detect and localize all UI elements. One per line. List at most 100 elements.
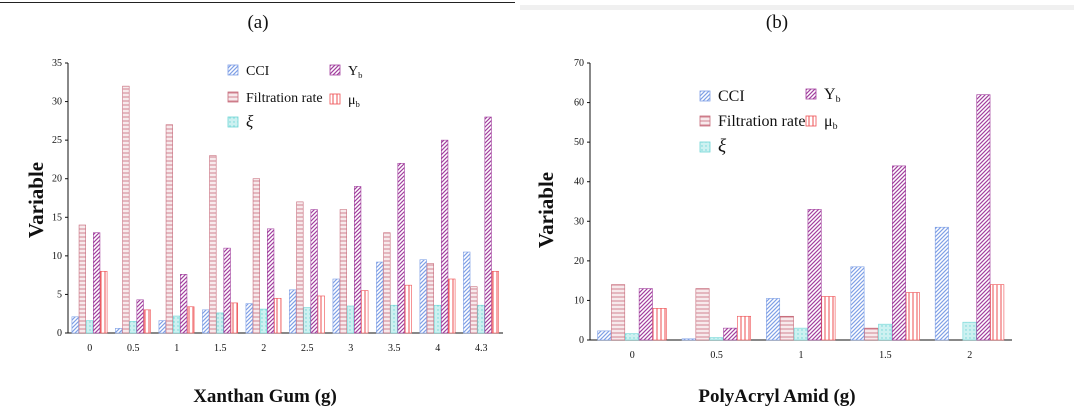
bar-mu-1.5 [230,302,238,334]
bar-yb-0 [93,232,101,334]
bar-yb-2.5 [310,209,318,334]
bar-filtration-0 [611,284,626,341]
bar-yb-1 [807,209,822,341]
bar-cci-1 [766,298,781,341]
legend-label-subscript: b [833,121,838,132]
x-tick-label: 2 [261,343,266,354]
bar-cci-1 [158,320,166,334]
bar-filtration-1 [165,124,173,334]
legend-label-cci: CCI [718,88,745,105]
y-tick-label: 10 [52,251,62,262]
x-tick-label: 2 [967,350,972,361]
legend-swatch-yb [329,64,341,76]
legend-swatch-cci [699,90,711,102]
top-rule-right [520,5,1074,10]
bar-mu-3.5 [404,284,412,334]
legend-label-mu: μb [348,93,360,109]
y-tick-label: 25 [52,135,62,146]
panel-b-plot: 0 10 20 30 40 50 60 70 0 0.5 1 1.5 2 CCI Filtration ra… [574,58,1012,361]
bar-mu-2.5 [317,295,325,334]
bar-filtration-2 [252,178,260,334]
bar-mu-0 [100,270,108,334]
bar-yb-4 [441,139,449,334]
bar-mu-2 [274,297,282,334]
bar-yb-0.5 [136,299,144,334]
bar-filtration-0.5 [122,85,130,334]
y-tick-label: 0 [57,328,62,339]
bar-yb-2 [976,94,991,341]
bar-mu-2 [990,284,1005,341]
bar-xi-3 [346,305,355,334]
legend-label-subscript: b [836,94,841,105]
legend-label-yb: Yb [824,86,841,105]
y-tick-label: 35 [52,58,62,69]
bar-mu-1.5 [905,292,920,341]
legend-swatch-cci [227,64,239,76]
y-tick-label: 30 [574,216,584,227]
bar-xi-4 [433,304,442,334]
bar-xi-0 [624,333,639,341]
legend-swatch-mu [329,93,341,105]
y-tick-label: 30 [52,97,62,108]
bar-xi-0 [85,320,94,334]
bar-cci-0 [597,330,612,341]
bar-cci-2 [934,226,949,341]
bar-yb-3.5 [397,162,405,334]
bar-xi-1.5 [878,323,893,341]
bar-cci-4.3 [463,251,471,334]
x-tick-label: 3 [348,343,353,354]
bar-filtration-4 [426,263,434,334]
legend-label-text: CCI [718,88,745,105]
y-tick-label: 60 [574,98,584,109]
x-tick-label: 1 [799,350,804,361]
bar-filtration-0 [78,224,86,334]
y-tick-label: 20 [52,174,62,185]
bar-xi-4.3 [477,304,485,334]
bar-mu-1 [187,306,195,334]
bar-mu-4 [448,278,456,334]
legend-label-xi: ξ [246,112,254,131]
bar-mu-0 [652,308,667,341]
x-tick-label: 0 [87,343,92,354]
bar-filtration-3 [339,209,347,334]
bar-yb-3 [354,186,362,334]
bar-filtration-1.5 [864,327,879,341]
bar-cci-2.5 [289,289,297,334]
bar-filtration-1.5 [209,155,217,334]
bar-filtration-1 [779,315,794,341]
bar-xi-1 [793,327,808,341]
x-tick-label: 1.5 [214,343,227,354]
bar-cci-1.5 [850,266,865,341]
legend-label-text: Filtration rate [718,113,806,130]
legend-label-filtration: Filtration rate [718,113,806,130]
legend-swatch-filtration [227,91,239,103]
bar-xi-1.5 [216,312,224,334]
panel-a-label: (a) [247,12,268,33]
bar-mu-1 [821,296,836,341]
bar-cci-0.5 [681,338,696,341]
legend-swatch-xi [227,116,239,128]
legend-label-text: Y [348,64,358,79]
y-tick-label: 20 [574,256,584,267]
y-tick-label: 50 [574,137,584,148]
panel-b-label: (b) [766,12,788,33]
x-tick-label: 2.5 [301,343,314,354]
x-tick-label: 3.5 [388,343,401,354]
x-tick-label: 0.5 [710,350,723,361]
legend-label-text: ξ [718,136,727,157]
x-tick-label: 4 [435,343,440,354]
panel-b-x-axis-title: PolyAcryl Amid (g) [698,386,855,407]
legend-swatch-filtration [699,115,711,127]
panel-a-y-axis-title: Variable [24,162,48,238]
bar-yb-1.5 [223,247,231,334]
x-tick-label: 0.5 [127,343,140,354]
bar-cci-1.5 [202,309,210,334]
legend-label-text: Filtration rate [246,91,323,106]
bar-xi-2.5 [303,307,311,334]
bar-xi-0.5 [709,337,724,341]
bar-yb-0 [638,288,653,341]
bar-xi-0.5 [129,321,137,334]
x-tick-label: 4.3 [475,343,488,354]
legend-label-text: Y [824,86,836,103]
